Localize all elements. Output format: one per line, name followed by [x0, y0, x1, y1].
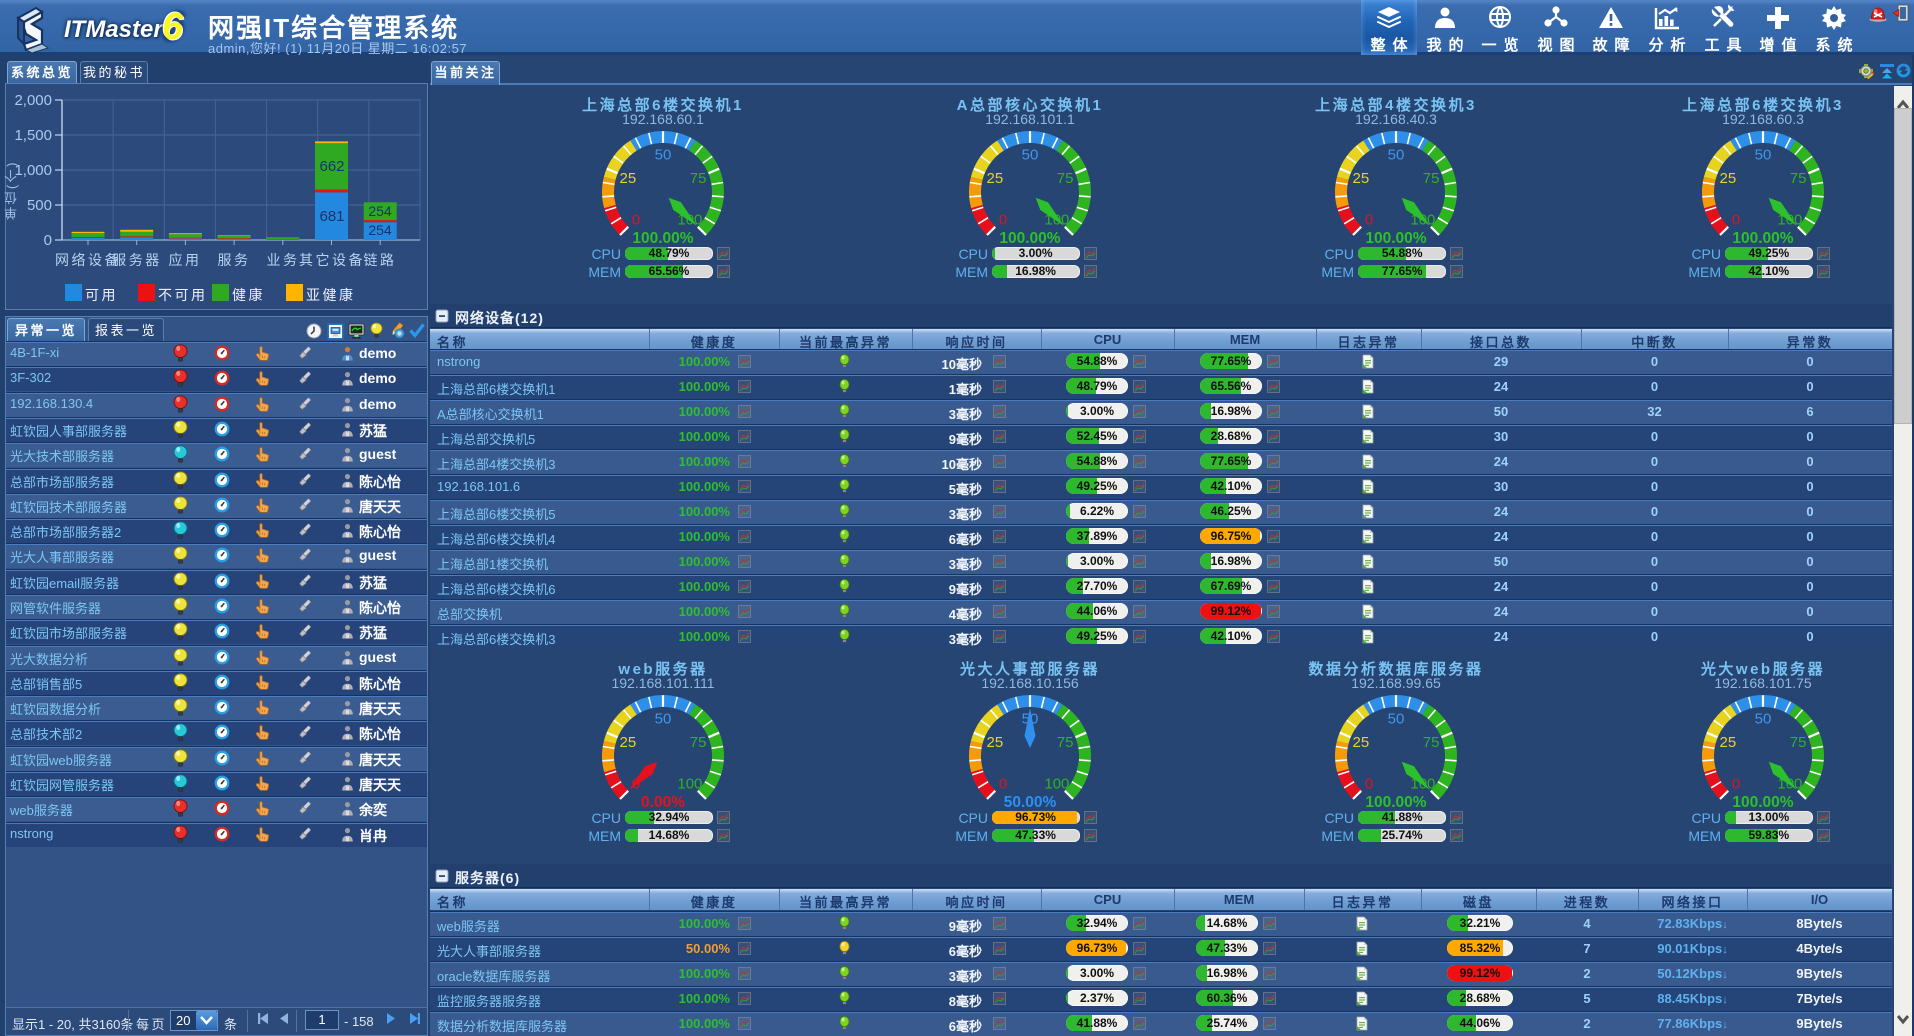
svg-text:75: 75 [690, 734, 707, 751]
svg-text:25: 25 [1353, 170, 1370, 187]
svg-text:100: 100 [677, 776, 702, 793]
svg-text:50: 50 [655, 147, 672, 164]
svg-text:254: 254 [368, 222, 392, 238]
svg-text:0: 0 [1365, 212, 1373, 229]
svg-text:50: 50 [1755, 147, 1772, 164]
svg-text:500: 500 [27, 197, 52, 214]
svg-text:0: 0 [999, 776, 1007, 793]
svg-text:1,000: 1,000 [14, 162, 52, 179]
svg-text:1,500: 1,500 [14, 127, 52, 144]
svg-text:75: 75 [1423, 170, 1440, 187]
svg-text:2,000: 2,000 [14, 92, 52, 109]
svg-text:25: 25 [1720, 170, 1737, 187]
svg-text:75: 75 [1057, 170, 1074, 187]
svg-text:25: 25 [620, 734, 637, 751]
svg-text:75: 75 [1790, 170, 1807, 187]
svg-text:75: 75 [1423, 734, 1440, 751]
svg-text:100: 100 [1044, 776, 1069, 793]
svg-text:50: 50 [1388, 711, 1405, 728]
svg-text:75: 75 [1057, 734, 1074, 751]
svg-text:0: 0 [1732, 776, 1740, 793]
svg-text:50: 50 [1755, 711, 1772, 728]
svg-text:75: 75 [690, 170, 707, 187]
svg-text:50: 50 [1022, 147, 1039, 164]
svg-text:0: 0 [1732, 212, 1740, 229]
svg-text:0: 0 [999, 212, 1007, 229]
svg-text:681: 681 [319, 208, 344, 225]
svg-text:25: 25 [1353, 734, 1370, 751]
svg-text:0: 0 [632, 212, 640, 229]
svg-text:0: 0 [44, 232, 52, 249]
svg-text:25: 25 [620, 170, 637, 187]
svg-text:662: 662 [319, 158, 344, 175]
svg-text:254: 254 [368, 203, 392, 219]
svg-text:25: 25 [987, 734, 1004, 751]
svg-text:50: 50 [1388, 147, 1405, 164]
svg-text:25: 25 [987, 170, 1004, 187]
svg-text:25: 25 [1720, 734, 1737, 751]
svg-text:75: 75 [1790, 734, 1807, 751]
svg-text:50: 50 [655, 711, 672, 728]
svg-text:0: 0 [1365, 776, 1373, 793]
